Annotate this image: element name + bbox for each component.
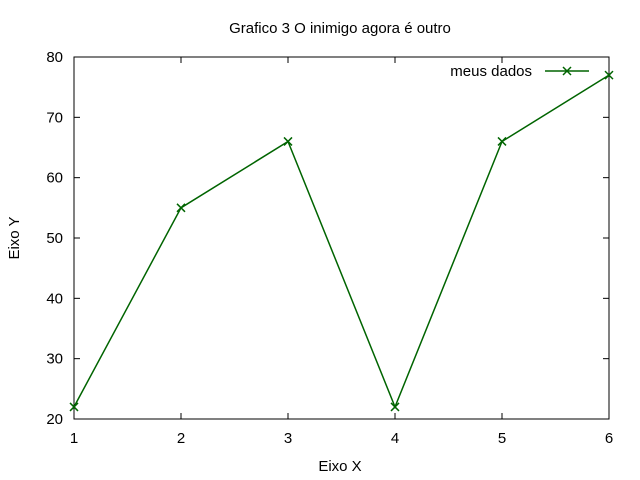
x-tick-label: 4 <box>391 430 399 447</box>
chart-title: Grafico 3 O inimigo agora é outro <box>229 20 451 37</box>
x-tick-label: 6 <box>605 430 613 447</box>
y-tick-label: 60 <box>46 170 63 187</box>
y-tick-label: 40 <box>46 290 63 307</box>
data-point-marker <box>176 203 186 213</box>
x-tick-label: 2 <box>177 430 185 447</box>
y-axis: 20 30 40 50 60 70 80 <box>46 49 609 428</box>
series-line <box>73 74 610 409</box>
y-tick-label: 50 <box>46 230 63 247</box>
data-point-marker <box>390 402 400 412</box>
data-point-marker <box>497 136 507 146</box>
x-tick-label: 1 <box>70 430 78 447</box>
series-layer <box>69 70 614 412</box>
legend-label: meus dados <box>450 63 532 80</box>
x-tick-label: 3 <box>284 430 292 447</box>
data-point-marker <box>604 70 614 80</box>
data-point-marker <box>69 402 79 412</box>
legend: meus dados <box>450 63 589 80</box>
y-tick-label: 30 <box>46 351 63 368</box>
y-tick-label: 70 <box>46 109 63 126</box>
y-tick-label: 80 <box>46 49 63 66</box>
x-axis-title: Eixo X <box>318 458 361 475</box>
data-point-marker <box>283 136 293 146</box>
y-tick-label: 20 <box>46 411 63 428</box>
legend-marker <box>562 66 572 76</box>
x-tick-label: 5 <box>498 430 506 447</box>
plot-frame <box>73 56 610 420</box>
y-axis-title: Eixo Y <box>6 216 23 259</box>
x-axis: 1 2 3 4 5 6 <box>70 57 613 447</box>
